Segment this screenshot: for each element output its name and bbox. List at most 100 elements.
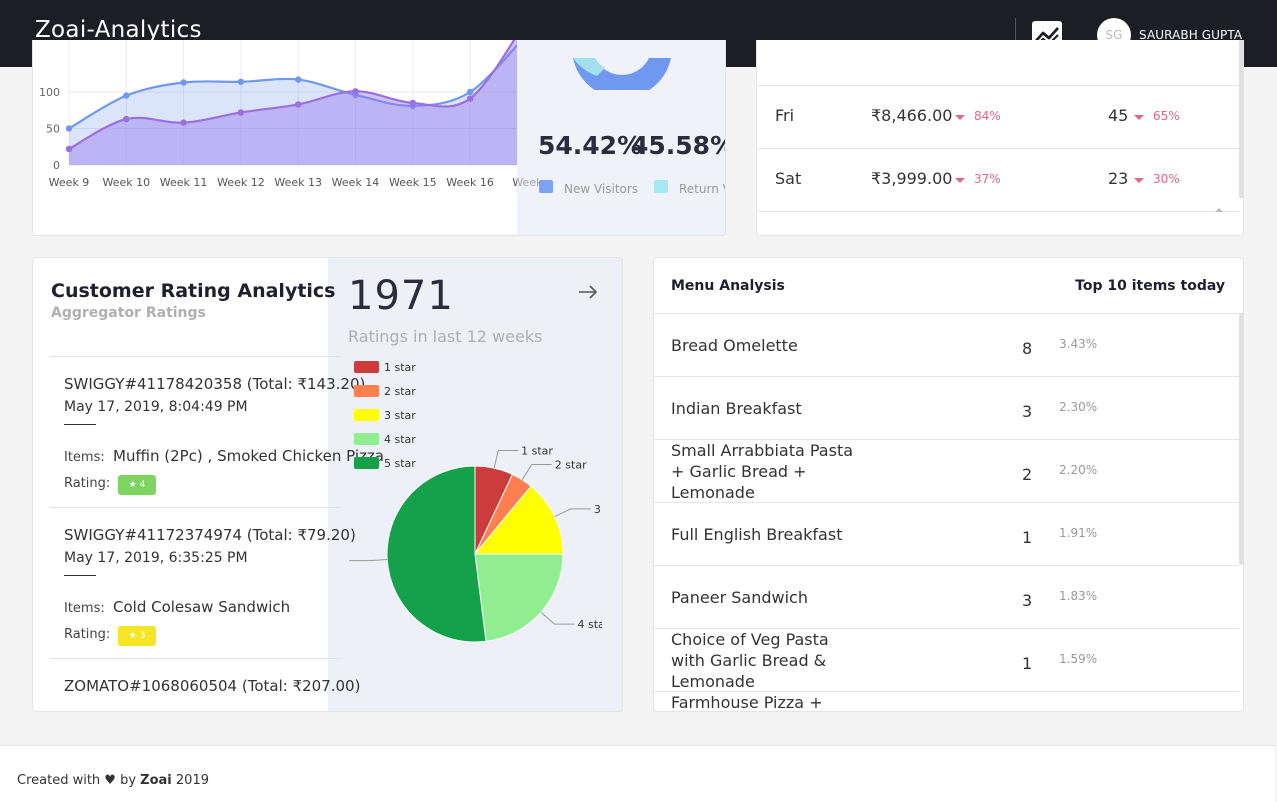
- slice-leader-line: [554, 508, 591, 517]
- data-point[interactable]: [123, 115, 130, 123]
- slice-label: 4 star: [578, 618, 602, 631]
- menu-item-count: 2: [1022, 465, 1033, 484]
- menu-item-pct: 3.43%: [1059, 337, 1098, 351]
- slice-leader-line: [493, 450, 519, 469]
- rating-card-title: Customer Rating Analytics: [51, 280, 336, 302]
- order-count: 45: [1108, 106, 1129, 125]
- legend-label[interactable]: 2 star: [384, 385, 416, 398]
- data-point[interactable]: [352, 88, 359, 95]
- data-point[interactable]: [295, 76, 302, 83]
- pie-slice[interactable]: [386, 465, 487, 643]
- menu-item-pct: 2.30%: [1059, 400, 1098, 414]
- menu-item-row[interactable]: Bread Omelette 8 3.43%: [654, 313, 1239, 376]
- menu-item-name: Farmhouse Pizza +: [671, 693, 823, 712]
- pie-slice[interactable]: [473, 485, 564, 555]
- rating-pie-panel: 1 star 2 star 3 star 4 star 5 star 1 star 2 st…: [348, 356, 602, 701]
- menu-item-count: 1: [1022, 654, 1033, 673]
- data-point[interactable]: [65, 125, 73, 132]
- order-id: ZOMATO#1068060504 (Total: ₹207.00): [64, 677, 361, 695]
- nav-divider: [1015, 18, 1016, 49]
- menu-item-row[interactable]: Full English Breakfast 1 1.91%: [654, 502, 1239, 565]
- data-point[interactable]: [237, 78, 245, 85]
- order-divider: [64, 575, 96, 576]
- menu-item-name: Choice of Veg Pasta with Garlic Bread & …: [671, 630, 829, 691]
- new-visitors-pct: 54.42%: [538, 131, 643, 160]
- arrow-right-icon[interactable]: [578, 284, 598, 300]
- visitor-split-panel: [517, 40, 725, 235]
- footer-year: 2019: [175, 773, 209, 788]
- menu-scrollbar[interactable]: [1239, 313, 1243, 565]
- menu-item-row[interactable]: Indian Breakfast 3 2.30%: [654, 376, 1239, 439]
- slice-leader-line: [349, 559, 388, 562]
- legend-label[interactable]: 5 star: [384, 457, 416, 470]
- data-point[interactable]: [180, 119, 187, 126]
- legend-swatch: [354, 409, 379, 421]
- legend-swatch: [354, 433, 379, 445]
- star-icon: ★: [128, 480, 137, 490]
- data-point[interactable]: [409, 99, 416, 107]
- x-tick-label: Week 13: [274, 176, 322, 189]
- x-tick-label: Week 12: [217, 176, 265, 189]
- menu-item-name: Bread Omelette: [671, 336, 798, 355]
- legend-label[interactable]: 4 star: [384, 433, 416, 446]
- data-point[interactable]: [180, 79, 187, 86]
- order-entry[interactable]: ZOMATO#1068060504 (Total: ₹207.00): [50, 658, 360, 711]
- menu-item-pct: 1.59%: [1059, 652, 1098, 666]
- legend-new-label[interactable]: New Visitors: [564, 182, 639, 196]
- menu-item-pct: 1.91%: [1059, 526, 1098, 540]
- brand-logo[interactable]: Zoai-Analytics: [35, 17, 202, 43]
- customer-rating-card: Customer Rating Analytics Aggregator Rat…: [32, 257, 623, 712]
- rating-card-subtitle: Aggregator Ratings: [51, 305, 206, 321]
- data-point[interactable]: [466, 95, 474, 102]
- decrease-arrow-icon: [955, 178, 965, 183]
- visitor-chart-card: 0 50 100 Week 9 Week 10 Week 11 Week 12 Week 13…: [32, 40, 726, 236]
- slice-label: 1 star: [521, 445, 553, 458]
- day-amount: ₹3,999.00: [871, 169, 953, 188]
- x-tick-label: Week 9: [49, 176, 90, 189]
- rating-value: 3: [139, 631, 146, 641]
- menu-item-name: Small Arrabbiata Pasta + Garlic Bread + …: [671, 441, 854, 502]
- legend-swatch: [354, 361, 379, 373]
- menu-item-pct: 2.20%: [1059, 463, 1098, 477]
- order-divider: [64, 424, 96, 425]
- order-entry[interactable]: SWIGGY#41178420358 (Total: ₹143.20) May …: [50, 356, 384, 507]
- menu-item-row[interactable]: Farmhouse Pizza +: [654, 691, 1239, 712]
- data-point[interactable]: [295, 101, 302, 108]
- data-point[interactable]: [237, 109, 245, 116]
- y-tick-label: 100: [39, 86, 60, 99]
- day-name: Fri: [775, 106, 795, 125]
- order-entry[interactable]: SWIGGY#41172374974 (Total: ₹79.20) May 1…: [50, 507, 356, 658]
- legend-swatch: [354, 457, 379, 469]
- legend-label[interactable]: 3 star: [384, 409, 416, 422]
- legend-label[interactable]: 1 star: [384, 361, 416, 374]
- scroll-up-icon[interactable]: [1214, 206, 1224, 214]
- pie-slice[interactable]: [474, 553, 564, 642]
- legend-return-label[interactable]: Return V: [679, 182, 726, 196]
- slice-label: 3 star: [594, 503, 602, 516]
- count-change-pct: 30%: [1153, 172, 1180, 186]
- data-point[interactable]: [65, 145, 73, 153]
- data-point[interactable]: [123, 92, 130, 99]
- rating-label: Rating:: [64, 627, 111, 642]
- items-label: Items:: [64, 450, 105, 465]
- day-table-scrollbar[interactable]: [1239, 40, 1243, 198]
- legend-new-swatch: [539, 180, 553, 193]
- footer-brand[interactable]: Zoai: [140, 773, 172, 788]
- menu-item-count: 8: [1022, 339, 1033, 358]
- menu-item-count: 3: [1022, 402, 1033, 421]
- slice-label: 2 star: [555, 459, 587, 472]
- visitor-donut-chart: [573, 58, 671, 90]
- y-tick-label: 50: [46, 123, 60, 136]
- items-label: Items:: [64, 601, 105, 616]
- data-point[interactable]: [466, 88, 474, 96]
- menu-item-row[interactable]: Paneer Sandwich 3 1.83%: [654, 565, 1239, 628]
- series-area: [69, 40, 517, 165]
- menu-item-row[interactable]: Choice of Veg Pasta with Garlic Bread & …: [654, 628, 1239, 691]
- total-ratings-caption: Ratings in last 12 weeks: [348, 327, 543, 346]
- menu-item-row[interactable]: Small Arrabbiata Pasta + Garlic Bread + …: [654, 439, 1239, 502]
- user-name[interactable]: SAURABH GUPTA: [1139, 28, 1243, 42]
- slice-leader-line: [540, 611, 575, 625]
- menu-item-name: Indian Breakfast: [671, 399, 802, 418]
- slice-leader-line: [521, 464, 552, 480]
